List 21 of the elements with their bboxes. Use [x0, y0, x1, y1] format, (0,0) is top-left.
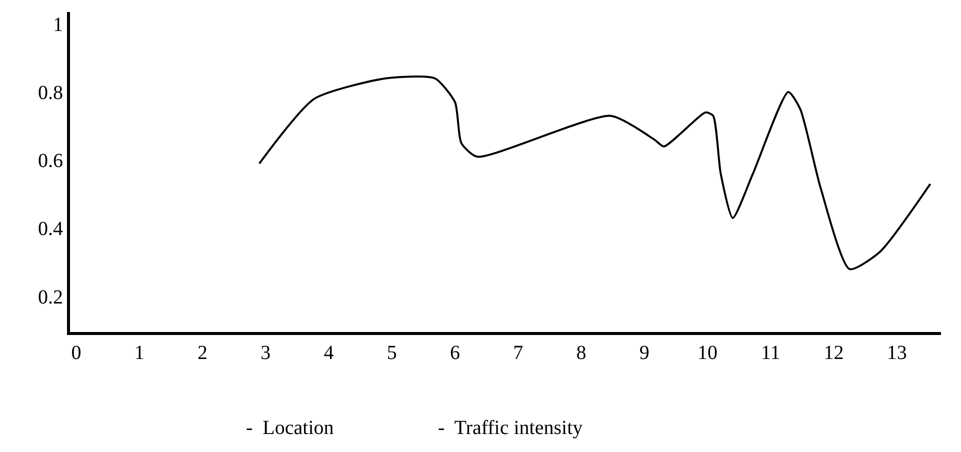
y-tick-label: 0.6: [38, 150, 63, 172]
y-tick-label: 0.8: [38, 82, 63, 104]
x-tick-label: 6: [450, 342, 460, 364]
x-tick-label: 3: [260, 342, 271, 364]
x-tick-label: 13: [886, 342, 907, 364]
x-tick-label: 7: [513, 342, 524, 364]
x-tick-label: 1: [134, 342, 144, 364]
x-tick-label: 5: [386, 342, 397, 364]
y-tick-label: 0.2: [38, 286, 63, 308]
x-tick-label: 11: [760, 342, 780, 364]
text: - Location: [246, 417, 334, 439]
text: - Traffic intensity: [438, 417, 583, 439]
x-tick-label: 8: [576, 342, 586, 364]
x-tick-label: 12: [824, 342, 844, 364]
x-tick-label: 9: [639, 342, 650, 364]
y-tick-label: 1: [53, 14, 63, 36]
x-tick-label: 4: [324, 342, 334, 364]
x-tick-label: 0: [71, 342, 82, 364]
x-tick-label: 2: [198, 342, 208, 364]
x-tick-label: 10: [697, 342, 718, 364]
y-tick-label: 0.4: [38, 218, 63, 240]
